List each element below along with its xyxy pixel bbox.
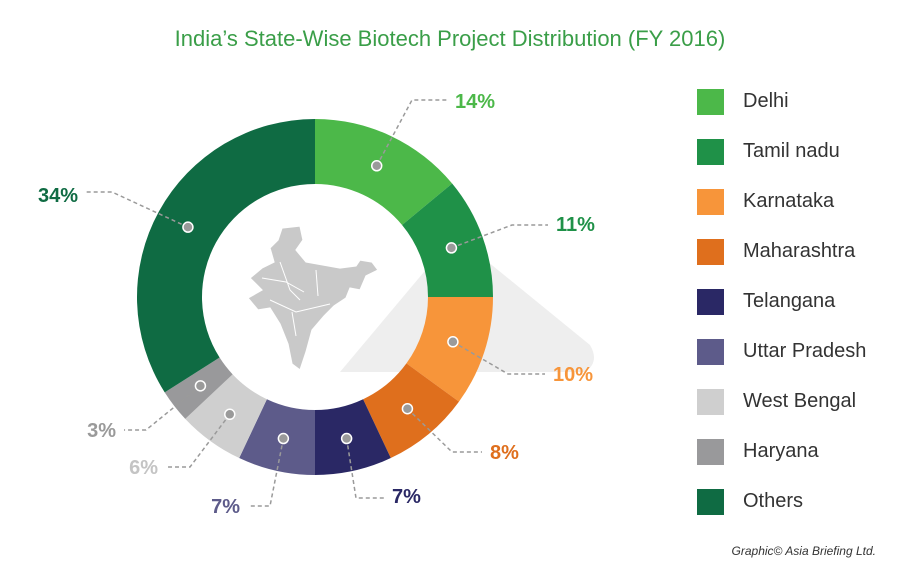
- legend-label: Tamil nadu: [743, 140, 840, 162]
- slice-marker-dot: [194, 380, 207, 392]
- legend-swatch: [697, 89, 724, 115]
- legend-swatch: [697, 289, 724, 315]
- legend-label: Karnataka: [743, 190, 835, 212]
- slice-marker-dot: [401, 402, 414, 415]
- slice-tamil-nadu: [402, 183, 493, 297]
- legend-label: Others: [743, 490, 804, 512]
- leader-line: [86, 191, 189, 228]
- data-label: 11%: [556, 214, 595, 236]
- slice-marker-dot: [182, 221, 194, 233]
- legend-swatch: [697, 239, 724, 265]
- legend-item: Others: [697, 488, 897, 516]
- legend-label: Uttar Pradesh: [743, 340, 867, 362]
- legend-item: Karnataka: [697, 188, 897, 216]
- slice-marker-dot: [224, 408, 236, 421]
- legend-item: Delhi: [697, 88, 897, 116]
- legend-label: Telangana: [743, 290, 836, 312]
- legend-swatch: [697, 339, 724, 365]
- slice-marker-dot: [340, 432, 353, 445]
- leader-line: [345, 438, 384, 499]
- slice-others: [136, 118, 315, 393]
- leader-line: [124, 385, 201, 431]
- legend-item: Uttar Pradesh: [697, 338, 897, 366]
- legend-item: Telangana: [697, 288, 897, 316]
- leader-line: [452, 341, 545, 375]
- leader-line: [451, 224, 548, 249]
- leader-line: [248, 438, 285, 507]
- slice-marker-dot: [370, 160, 383, 172]
- legend-item: Maharashtra: [697, 238, 897, 266]
- legend-label: Maharashtra: [743, 240, 856, 262]
- legend-item: Tamil nadu: [697, 138, 897, 166]
- legend-label: West Bengal: [743, 390, 857, 412]
- slice-marker-dot: [445, 242, 458, 254]
- legend-swatch: [697, 439, 724, 465]
- slice-karnataka: [406, 297, 493, 402]
- legend-swatch: [697, 139, 724, 165]
- leader-line: [166, 413, 231, 468]
- legend-label: Haryana: [743, 440, 819, 462]
- legend-swatch: [697, 189, 724, 215]
- leader-line: [376, 99, 447, 167]
- credit-text: Graphic© Asia Briefing Ltd.: [731, 544, 876, 558]
- data-label: 8%: [490, 442, 519, 464]
- data-label: 7%: [392, 486, 421, 508]
- slice-uttar-pradesh: [239, 399, 315, 475]
- data-label: 10%: [553, 364, 593, 386]
- india-map-icon: [247, 225, 379, 371]
- data-label: 34%: [38, 185, 78, 207]
- slice-telangana: [315, 399, 391, 475]
- data-label: 6%: [129, 457, 158, 479]
- slice-marker-dot: [447, 336, 459, 348]
- legend-label: Delhi: [743, 90, 789, 112]
- chart-title: India’s State-Wise Biotech Project Distr…: [174, 26, 726, 51]
- data-label: 7%: [211, 496, 240, 518]
- legend-item: West Bengal: [697, 388, 897, 416]
- legend-item: Haryana: [697, 438, 897, 466]
- slice-delhi: [315, 119, 453, 225]
- data-label: 3%: [87, 420, 116, 442]
- slice-marker-dot: [277, 432, 290, 445]
- data-label: 14%: [455, 91, 495, 113]
- legend-swatch: [697, 489, 724, 515]
- legend-swatch: [697, 389, 724, 415]
